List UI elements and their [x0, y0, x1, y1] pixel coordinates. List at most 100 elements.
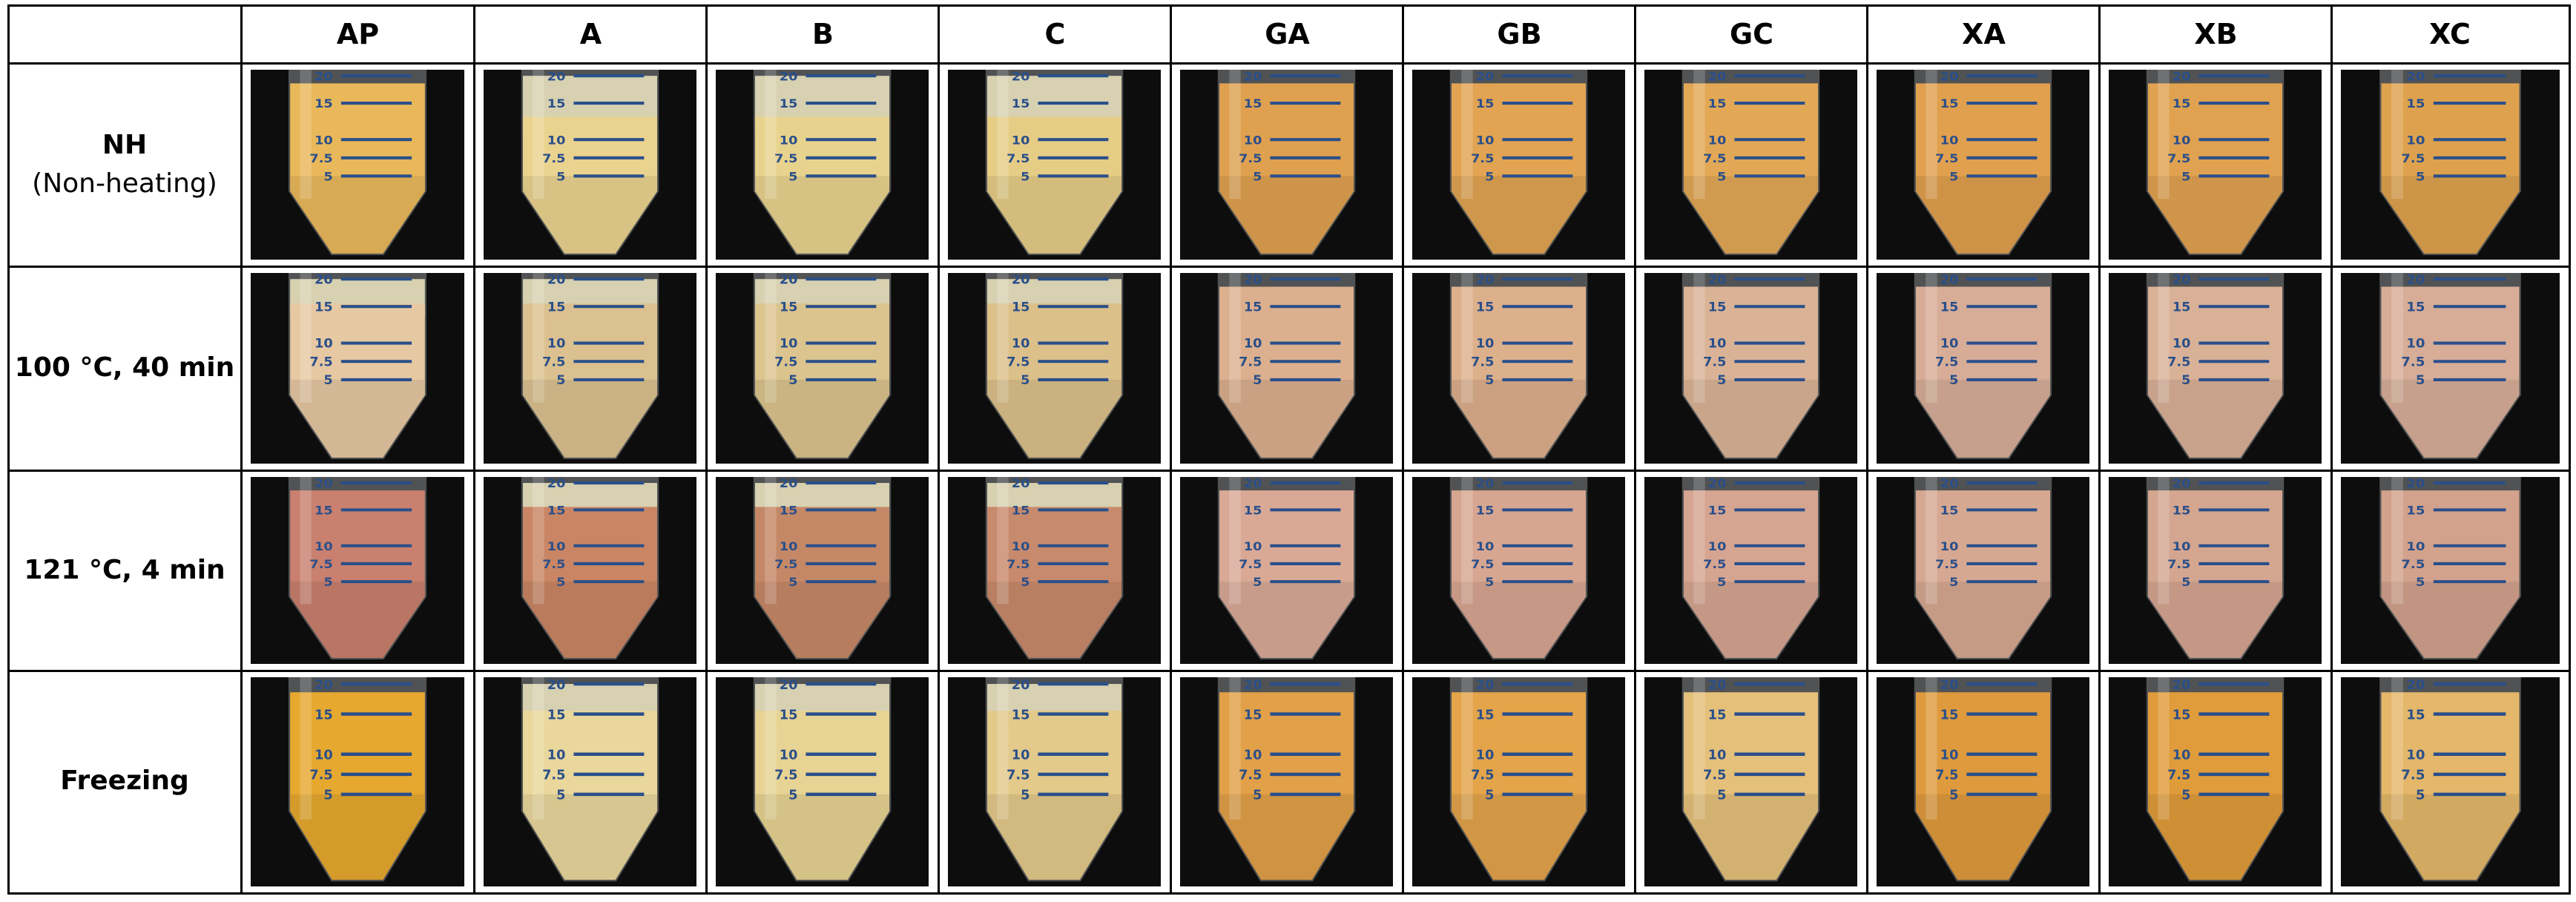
tube-photo-c-freezing: 20 15 10 7.5 5 [948, 677, 1161, 886]
tube-photo-c-nh: 20 15 10 7.5 5 [948, 70, 1161, 260]
tube-photo-ap-121c: 20 15 10 7.5 5 [251, 477, 464, 664]
column-header-xb: XB [2194, 18, 2238, 50]
column-header-a: A [579, 18, 602, 50]
svg-text:7.5: 7.5 [1239, 355, 1262, 369]
svg-text:10: 10 [2173, 134, 2191, 148]
tube-photo-ga-freezing: 20 15 10 7.5 5 [1180, 677, 1393, 886]
svg-text:10: 10 [314, 337, 333, 351]
tube-photo-xc-nh: 20 15 10 7.5 5 [2341, 70, 2560, 260]
grid-line [7, 62, 2571, 65]
svg-text:7.5: 7.5 [542, 355, 565, 369]
svg-text:20: 20 [2406, 677, 2425, 693]
svg-text:15: 15 [780, 707, 798, 722]
svg-text:20: 20 [780, 273, 798, 287]
svg-text:20: 20 [314, 273, 333, 287]
svg-text:5: 5 [1253, 170, 1262, 184]
svg-text:5: 5 [2181, 575, 2190, 589]
svg-text:20: 20 [780, 477, 798, 490]
svg-text:10: 10 [314, 747, 333, 763]
tube-photo-b-121c: 20 15 10 7.5 5 [716, 477, 929, 664]
svg-text:10: 10 [780, 539, 798, 553]
svg-text:20: 20 [547, 477, 566, 490]
tube-photo-b-freezing: 20 15 10 7.5 5 [716, 677, 929, 886]
grid-line [7, 266, 2571, 268]
row-label-freezing: Freezing [60, 766, 189, 796]
svg-text:15: 15 [1940, 503, 1959, 517]
svg-text:15: 15 [1476, 97, 1495, 111]
row-header-nh: NH (Non-heating) [9, 64, 240, 266]
tube-photo-ap-100c: 20 15 10 7.5 5 [251, 273, 464, 464]
grid-line [2098, 4, 2101, 895]
grid-line [7, 4, 2571, 7]
svg-text:7.5: 7.5 [774, 557, 797, 571]
svg-text:5: 5 [2181, 788, 2190, 803]
svg-text:5: 5 [1485, 788, 1494, 803]
svg-text:7.5: 7.5 [1471, 557, 1494, 571]
svg-text:10: 10 [1244, 747, 1262, 763]
svg-text:7.5: 7.5 [542, 152, 565, 166]
tube-photo-gb-100c: 20 15 10 7.5 5 [1412, 273, 1625, 464]
svg-text:5: 5 [788, 374, 797, 388]
column-header-ap: AP [336, 18, 380, 50]
svg-text:10: 10 [314, 539, 333, 553]
svg-text:7.5: 7.5 [1239, 152, 1262, 166]
svg-text:10: 10 [1012, 337, 1030, 351]
svg-text:7.5: 7.5 [542, 767, 565, 783]
svg-text:5: 5 [556, 788, 565, 803]
tube-photo-xb-121c: 20 15 10 7.5 5 [2109, 477, 2322, 664]
svg-text:10: 10 [2406, 540, 2425, 554]
svg-text:20: 20 [547, 677, 566, 693]
tube-photo-a-freezing: 20 15 10 7.5 5 [484, 677, 696, 886]
svg-text:15: 15 [1476, 707, 1495, 722]
column-header-c: C [1044, 18, 1066, 50]
svg-text:20: 20 [2173, 477, 2191, 490]
svg-text:15: 15 [547, 707, 566, 722]
svg-text:20: 20 [1244, 70, 1262, 84]
svg-text:7.5: 7.5 [1471, 152, 1494, 166]
svg-text:10: 10 [1012, 539, 1030, 553]
tube-photo-c-100c: 20 15 10 7.5 5 [948, 273, 1161, 464]
tube-photo-ga-nh: 20 15 10 7.5 5 [1180, 70, 1393, 260]
svg-text:10: 10 [1476, 134, 1495, 148]
svg-text:15: 15 [1708, 707, 1727, 722]
row-header-freezing: Freezing [9, 671, 240, 891]
row-header-100c: 100 °C, 40 min [9, 267, 240, 469]
tube-photo-gc-121c: 20 15 10 7.5 5 [1644, 477, 1857, 664]
svg-text:10: 10 [1708, 539, 1727, 553]
svg-text:15: 15 [2406, 97, 2425, 111]
svg-text:15: 15 [1708, 503, 1727, 517]
svg-text:20: 20 [1708, 70, 1727, 84]
svg-text:5: 5 [1949, 788, 1958, 803]
svg-text:5: 5 [1021, 788, 1030, 803]
svg-text:15: 15 [780, 503, 798, 517]
grid-line [1402, 4, 1404, 895]
svg-text:10: 10 [2406, 748, 2425, 763]
svg-text:20: 20 [1708, 477, 1727, 490]
svg-text:10: 10 [1244, 539, 1262, 553]
svg-text:5: 5 [2416, 374, 2425, 388]
svg-text:20: 20 [1708, 273, 1727, 287]
svg-text:10: 10 [2406, 338, 2425, 352]
svg-text:5: 5 [1485, 374, 1494, 388]
svg-text:5: 5 [2181, 374, 2190, 388]
svg-text:7.5: 7.5 [542, 557, 565, 571]
svg-text:20: 20 [1940, 273, 1959, 287]
svg-text:15: 15 [1940, 300, 1959, 315]
column-header-xa: XA [1962, 18, 2006, 50]
tube-photo-a-100c: 20 15 10 7.5 5 [484, 273, 696, 464]
svg-text:15: 15 [1012, 300, 1030, 315]
svg-text:5: 5 [1949, 374, 1958, 388]
svg-text:20: 20 [2406, 477, 2425, 491]
svg-text:5: 5 [1021, 575, 1030, 589]
tube-photo-ap-nh: 20 15 10 7.5 5 [251, 70, 464, 260]
svg-text:7.5: 7.5 [1007, 152, 1030, 166]
svg-text:20: 20 [2406, 70, 2425, 84]
svg-text:20: 20 [1476, 677, 1495, 693]
svg-text:7.5: 7.5 [309, 557, 332, 571]
svg-text:5: 5 [1253, 374, 1262, 388]
svg-text:20: 20 [314, 70, 333, 84]
tube-photo-xb-nh: 20 15 10 7.5 5 [2109, 70, 2322, 260]
tube-photo-ga-100c: 20 15 10 7.5 5 [1180, 273, 1393, 464]
tube-photo-gc-nh: 20 15 10 7.5 5 [1644, 70, 1857, 260]
svg-text:15: 15 [1708, 97, 1727, 111]
